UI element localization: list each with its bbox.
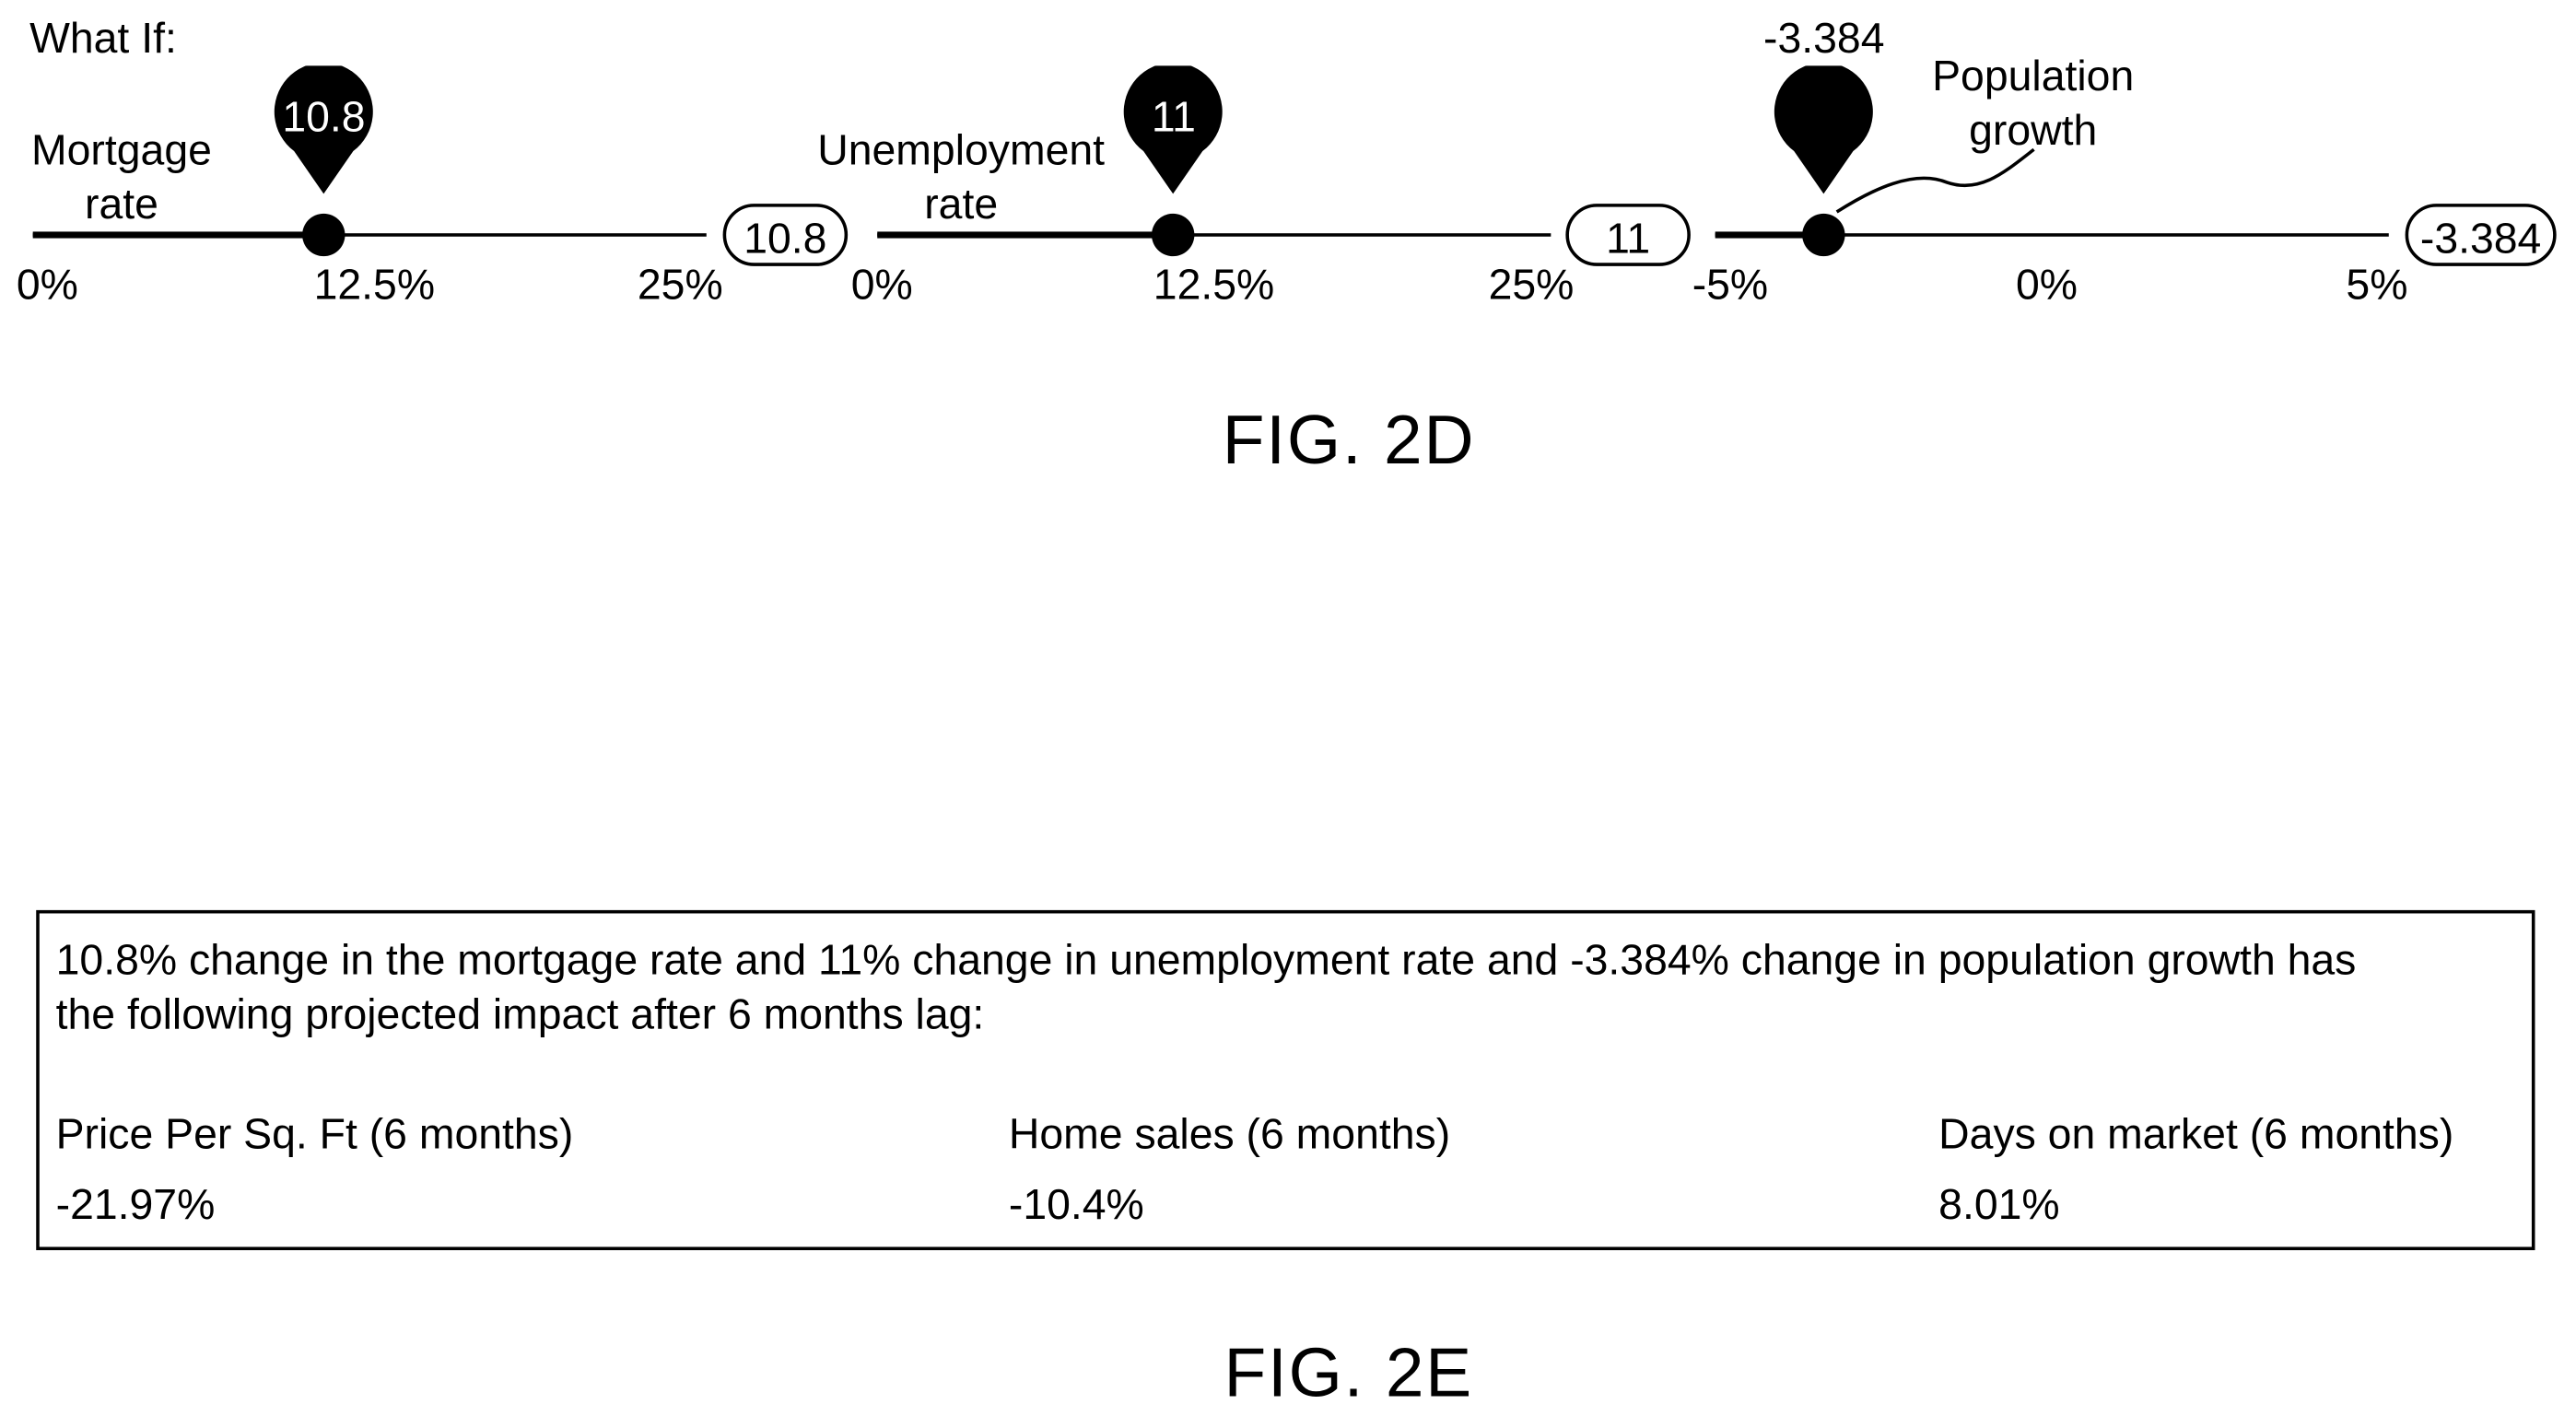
price-per-sqft-value: -21.97% (55, 1179, 216, 1229)
mortgage-rate-tick-mid: 12.5% (313, 259, 436, 310)
pin-marker-icon (1774, 65, 1874, 194)
unemployment-rate-track[interactable] (877, 233, 1551, 237)
unemployment-rate-tick-max: 25% (1488, 259, 1575, 310)
population-growth-pin (1772, 65, 1877, 197)
mortgage-rate-fill (32, 231, 324, 239)
impact-summary-line1: 10.8% change in the mortgage rate and 11… (55, 934, 2357, 985)
pin-marker-icon (274, 65, 373, 194)
unemployment-rate-thumb[interactable] (1152, 213, 1196, 257)
days-on-market-value: 8.01% (1938, 1179, 2060, 1229)
unemployment-rate-fill (877, 231, 1174, 239)
population-growth-value-box[interactable]: -3.384 (2405, 204, 2557, 266)
what-if-heading: What If: (29, 13, 177, 63)
unemployment-rate-tick-mid: 12.5% (1153, 259, 1275, 310)
population-growth-pin-value: -3.384 (1763, 13, 1885, 63)
population-growth-label: Population growth (1932, 51, 2135, 155)
home-sales-value: -10.4% (1008, 1179, 1144, 1229)
mortgage-rate-label: Mortgage rate (31, 124, 212, 228)
unemployment-rate-pin-value: 11 (1151, 91, 1196, 142)
pin-marker-icon (1124, 65, 1224, 194)
unemployment-rate-pin: 11 (1121, 65, 1226, 197)
mortgage-rate-track[interactable] (32, 233, 707, 237)
population-growth-track[interactable] (1715, 233, 2389, 237)
impact-summary-line2: the following projected impact after 6 m… (55, 989, 985, 1038)
population-growth-tick-min: -5% (1692, 259, 1769, 310)
days-on-market-label: Days on market (6 months) (1938, 1108, 2454, 1159)
unemployment-rate-label: Unemployment rate (817, 124, 1106, 228)
mortgage-rate-tick-max: 25% (637, 259, 723, 310)
mortgage-rate-pin: 10.8 (271, 65, 376, 197)
unemployment-rate-tick-min: 0% (850, 259, 913, 310)
projected-impact-panel: 10.8% change in the mortgage rate and 11… (36, 909, 2535, 1251)
mortgage-rate-tick-min: 0% (16, 259, 78, 310)
home-sales-label: Home sales (6 months) (1008, 1108, 1451, 1159)
mortgage-rate-thumb[interactable] (302, 213, 345, 257)
population-growth-leader-line (1835, 147, 2035, 214)
population-growth-tick-max: 5% (2346, 259, 2408, 310)
fig-2e-caption: FIG. 2E (1224, 1333, 1474, 1411)
population-growth-tick-mid: 0% (2015, 259, 2078, 310)
unemployment-rate-value-box[interactable]: 11 (1565, 204, 1691, 266)
mortgage-rate-value-box[interactable]: 10.8 (722, 204, 849, 266)
population-growth-fill (1715, 231, 1824, 239)
fig-2d-caption: FIG. 2D (1222, 401, 1476, 478)
mortgage-rate-pin-value: 10.8 (282, 91, 366, 142)
population-growth-thumb[interactable] (1802, 213, 1845, 257)
price-per-sqft-label: Price Per Sq. Ft (6 months) (55, 1108, 574, 1159)
